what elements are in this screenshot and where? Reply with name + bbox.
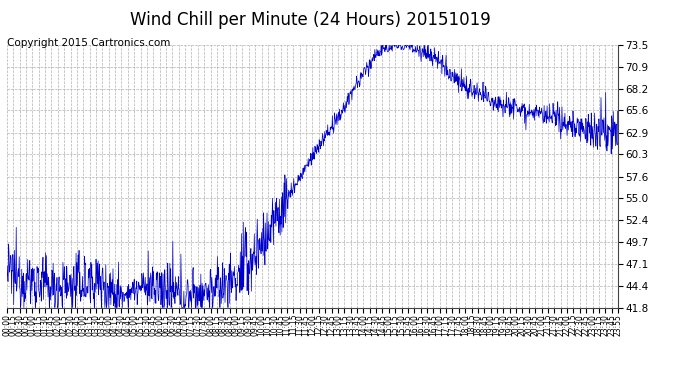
Text: Wind Chill per Minute (24 Hours) 20151019: Wind Chill per Minute (24 Hours) 2015101… <box>130 11 491 29</box>
Text: Copyright 2015 Cartronics.com: Copyright 2015 Cartronics.com <box>7 38 170 48</box>
Text: Temperature  (°F): Temperature (°F) <box>542 25 628 35</box>
